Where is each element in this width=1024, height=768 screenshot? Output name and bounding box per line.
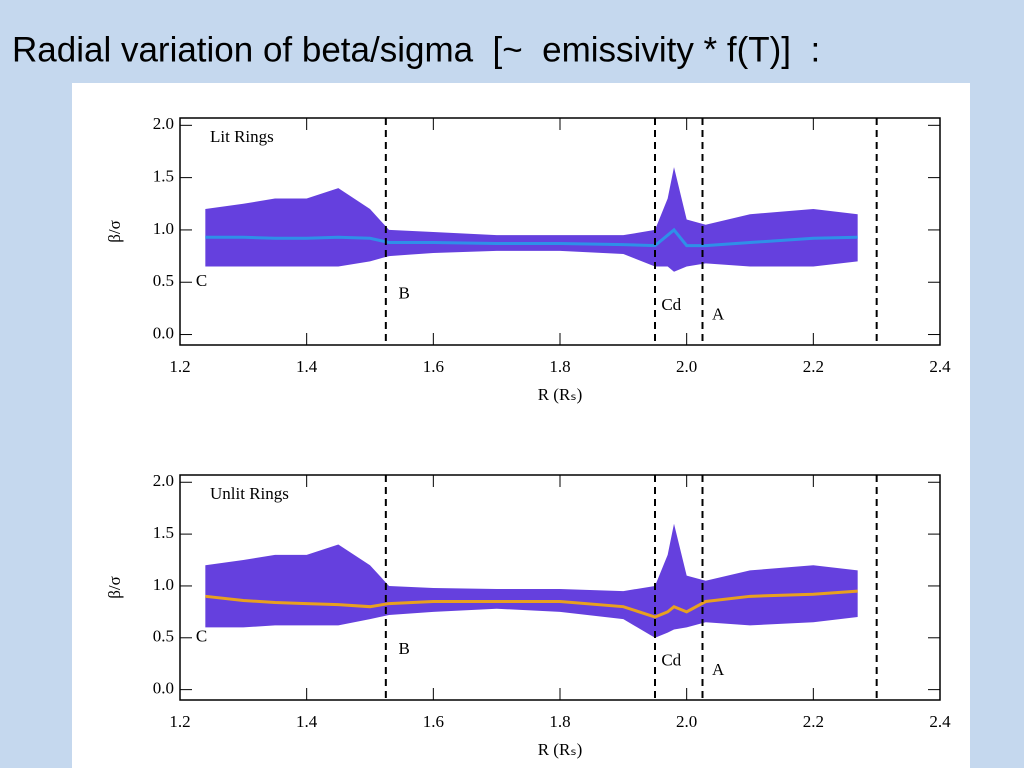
y-tick-label: 0.5	[153, 271, 174, 290]
y-tick-label: 1.5	[153, 167, 174, 186]
y-tick-label: 0.5	[153, 627, 174, 646]
x-axis-label: R (Rₛ)	[538, 740, 583, 759]
figure-panel	[72, 83, 970, 768]
x-tick-label: 1.2	[169, 357, 190, 376]
panel-label: Lit Rings	[210, 127, 274, 146]
y-tick-label: 0.0	[153, 323, 174, 342]
x-tick-label: 2.0	[676, 712, 697, 731]
x-tick-label: 2.2	[803, 357, 824, 376]
x-tick-label: 2.4	[929, 357, 951, 376]
x-axis-label: R (Rₛ)	[538, 385, 583, 404]
y-tick-label: 1.0	[153, 219, 174, 238]
x-tick-label: 1.4	[296, 712, 318, 731]
x-tick-label: 2.2	[803, 712, 824, 731]
region-label: B	[399, 639, 410, 658]
region-label: A	[712, 305, 725, 324]
scatter-band	[205, 523, 858, 638]
x-tick-label: 2.0	[676, 357, 697, 376]
y-tick-label: 2.0	[153, 114, 174, 133]
y-axis-label: β/σ	[105, 220, 124, 243]
center-trend	[205, 227, 858, 248]
y-tick-label: 1.5	[153, 523, 174, 542]
region-label: Cd	[661, 295, 681, 314]
x-tick-label: 2.4	[929, 712, 951, 731]
panel-label: Unlit Rings	[210, 484, 289, 503]
x-tick-label: 1.4	[296, 357, 318, 376]
region-label: C	[196, 627, 207, 646]
region-label: Cd	[661, 651, 681, 670]
x-tick-label: 1.2	[169, 712, 190, 731]
x-tick-label: 1.8	[549, 712, 570, 731]
y-tick-label: 1.0	[153, 575, 174, 594]
y-tick-label: 2.0	[153, 471, 174, 490]
y-axis-label: β/σ	[105, 576, 124, 599]
region-label: A	[712, 660, 725, 679]
center-trend	[205, 589, 858, 619]
region-label: B	[399, 284, 410, 303]
y-tick-label: 0.0	[153, 679, 174, 698]
x-tick-label: 1.8	[549, 357, 570, 376]
region-label: C	[196, 271, 207, 290]
x-tick-label: 1.6	[423, 357, 444, 376]
x-tick-label: 1.6	[423, 712, 444, 731]
slide-title: Radial variation of beta/sigma [~ emissi…	[12, 30, 820, 69]
